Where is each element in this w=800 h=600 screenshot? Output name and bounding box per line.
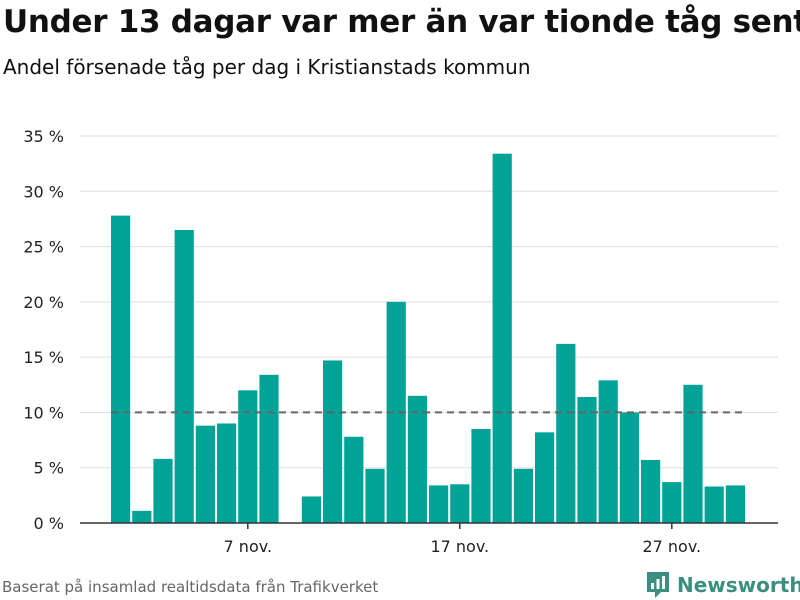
bar-day-22 — [556, 343, 576, 523]
bar-day-30 — [725, 485, 745, 523]
y-tick-label: 0 % — [34, 514, 64, 533]
bar-day-15 — [407, 395, 427, 523]
bar-day-8 — [259, 374, 279, 523]
chart-title: Under 13 dagar var mer än var tionde tåg… — [3, 4, 800, 40]
newsworthy-logo: Newsworthy — [645, 570, 800, 600]
y-tick-label: 10 % — [23, 403, 64, 422]
bar-day-10 — [301, 496, 321, 523]
bars — [111, 153, 745, 524]
y-tick-label: 20 % — [23, 293, 64, 312]
bar-day-18 — [471, 429, 491, 523]
bar-day-5 — [195, 425, 215, 523]
bar-day-3 — [153, 458, 173, 523]
bar-day-29 — [704, 486, 724, 523]
bar-day-7 — [238, 390, 258, 523]
bar-day-12 — [344, 436, 364, 523]
bar-day-17 — [450, 484, 470, 523]
bar-day-11 — [323, 360, 343, 523]
bar-day-20 — [513, 468, 533, 523]
bar-day-14 — [386, 301, 406, 523]
bar-day-24 — [598, 380, 618, 523]
bar-day-6 — [217, 423, 237, 523]
x-tick-label: 17 nov. — [430, 537, 489, 556]
bar-day-19 — [492, 153, 512, 524]
bar-day-25 — [619, 412, 639, 523]
y-tick-label: 30 % — [23, 182, 64, 201]
bar-day-26 — [641, 459, 661, 523]
newsworthy-icon — [647, 572, 669, 598]
bar-day-21 — [535, 432, 555, 523]
brand-name: Newsworthy — [677, 573, 800, 597]
bar-day-16 — [429, 485, 449, 523]
x-tick-label: 7 nov. — [224, 537, 273, 556]
y-tick-label: 25 % — [23, 238, 64, 257]
y-tick-label: 35 % — [23, 127, 64, 146]
y-tick-label: 5 % — [34, 459, 64, 478]
chart-subtitle: Andel försenade tåg per dag i Kristianst… — [3, 55, 531, 79]
bar-day-13 — [365, 468, 385, 523]
bar-day-27 — [662, 482, 682, 523]
y-tick-label: 15 % — [23, 348, 64, 367]
bar-day-2 — [132, 510, 152, 523]
bar-day-28 — [683, 384, 703, 523]
x-tick-label: 27 nov. — [642, 537, 701, 556]
bar-day-1 — [111, 215, 131, 523]
bar-day-4 — [174, 229, 194, 523]
x-axis-ticks: 7 nov. 17 nov. 27 nov. — [224, 523, 701, 556]
bar-day-23 — [577, 396, 597, 523]
y-axis-ticks: 0 % 5 % 10 % 15 % 20 % 25 % 30 % 35 % — [23, 127, 64, 533]
source-note: Baserat på insamlad realtidsdata från Tr… — [2, 578, 379, 596]
